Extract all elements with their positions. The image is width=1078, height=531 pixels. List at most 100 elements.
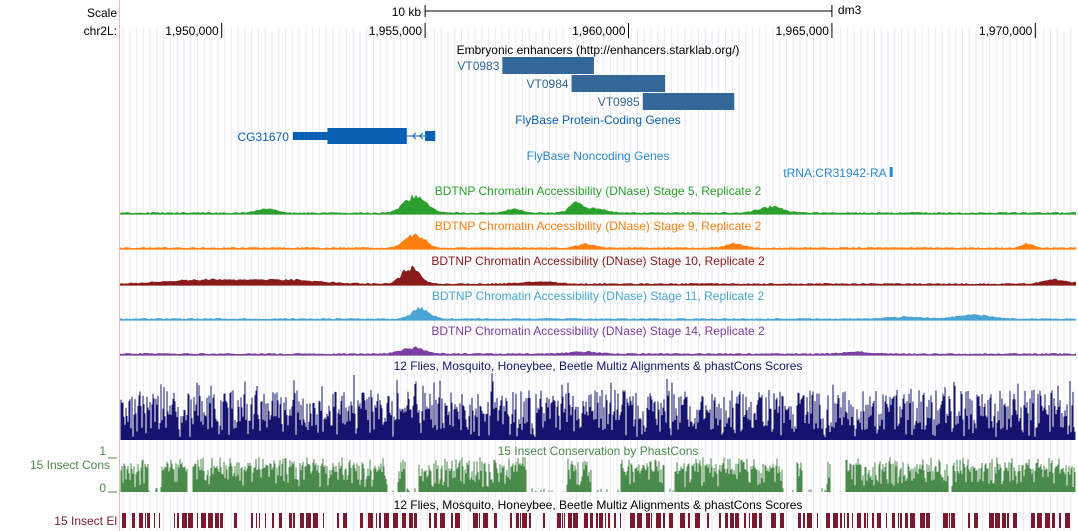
conserved-element xyxy=(719,513,721,528)
conserved-element xyxy=(132,513,135,528)
conserved-element xyxy=(735,513,739,528)
conserved-element xyxy=(695,513,700,528)
ruler-tick-label: 1,955,000 xyxy=(369,24,423,38)
conserved-element xyxy=(943,513,948,528)
noncoding-label[interactable]: tRNA:CR31942-RA xyxy=(783,166,886,180)
conserved-element xyxy=(892,513,895,528)
elements-side-label[interactable]: 15 Insect El xyxy=(54,514,117,528)
conserved-element xyxy=(479,513,480,528)
conserved-element xyxy=(343,513,347,528)
phastcons-side-label[interactable]: 15 Insect Cons xyxy=(30,458,110,472)
conserved-element xyxy=(409,513,413,528)
dnase-track-title[interactable]: BDTNP Chromatin Accessibility (DNase) St… xyxy=(435,184,762,198)
ruler-tick-label: 1,950,000 xyxy=(165,24,219,38)
phastcons-track-title[interactable]: 15 Insect Conservation by PhastCons xyxy=(498,444,699,458)
conserved-element xyxy=(951,513,955,528)
conserved-element xyxy=(1037,513,1042,528)
enhancer-label[interactable]: VT0985 xyxy=(598,95,640,109)
noncoding-feature[interactable] xyxy=(889,167,893,177)
conserved-element xyxy=(1002,513,1006,528)
conserved-element xyxy=(293,513,295,528)
conserved-element xyxy=(122,513,126,528)
elements-track-title[interactable]: 12 Flies, Mosquito, Honeybee, Beetle Mul… xyxy=(394,498,803,512)
protein-coding-genes-track[interactable]: CG31670 xyxy=(238,128,436,144)
conserved-element xyxy=(289,513,292,528)
ruler-tick-label: 1,970,000 xyxy=(979,24,1033,38)
enhancers-track-title[interactable]: Embryonic enhancers (http://enhancers.st… xyxy=(457,43,740,57)
conserved-element xyxy=(847,513,849,528)
dnase-signal xyxy=(120,194,1076,214)
conserved-element xyxy=(680,513,685,528)
conserved-element xyxy=(313,513,318,528)
conserved-element xyxy=(669,513,673,528)
enhancer-feature[interactable] xyxy=(502,57,594,74)
conserved-element xyxy=(451,513,453,528)
dnase-track[interactable]: BDTNP Chromatin Accessibility (DNase) St… xyxy=(120,254,1076,286)
conserved-element xyxy=(590,513,593,528)
enhancer-label[interactable]: VT0984 xyxy=(527,77,569,91)
scale-bar xyxy=(424,5,833,17)
conserved-element xyxy=(300,513,304,528)
dnase-track-title[interactable]: BDTNP Chromatin Accessibility (DNase) St… xyxy=(431,254,765,268)
dnase-track[interactable]: BDTNP Chromatin Accessibility (DNase) St… xyxy=(120,289,1076,321)
gene-coding-exon xyxy=(327,128,407,144)
enhancer-feature[interactable] xyxy=(642,93,735,110)
dnase-track[interactable]: BDTNP Chromatin Accessibility (DNase) St… xyxy=(120,184,1076,215)
conserved-element xyxy=(306,513,311,528)
noncoding-track-title[interactable]: FlyBase Noncoding Genes xyxy=(527,149,670,163)
phastcons-axis-min: 0 xyxy=(99,481,106,495)
gene-label[interactable]: CG31670 xyxy=(238,130,290,144)
ruler-tick-label: 1,960,000 xyxy=(572,24,626,38)
dnase-track-title[interactable]: BDTNP Chromatin Accessibility (DNase) St… xyxy=(431,324,765,338)
conserved-element xyxy=(220,513,223,528)
scale-label: Scale xyxy=(87,6,117,20)
conserved-element xyxy=(1059,513,1061,528)
conserved-elements-track[interactable] xyxy=(122,513,1070,528)
conserved-element xyxy=(840,513,842,528)
conserved-element xyxy=(564,513,565,528)
conserved-element xyxy=(910,513,915,528)
protein-coding-track-title[interactable]: FlyBase Protein-Coding Genes xyxy=(515,113,680,127)
dnase-track[interactable]: BDTNP Chromatin Accessibility (DNase) St… xyxy=(120,324,1076,356)
conserved-element xyxy=(900,513,902,528)
conserved-element xyxy=(744,513,746,528)
multiz-track-title[interactable]: 12 Flies, Mosquito, Honeybee, Beetle Mul… xyxy=(394,359,803,373)
ruler-tick-label: 1,965,000 xyxy=(776,24,830,38)
phastcons-wiggle[interactable] xyxy=(120,457,1076,492)
conserved-element xyxy=(393,513,398,528)
enhancer-label[interactable]: VT0983 xyxy=(457,59,499,73)
conserved-element xyxy=(688,513,690,528)
conserved-element xyxy=(725,513,728,528)
conserved-element xyxy=(272,513,274,528)
enhancers-track[interactable]: VT0983 VT0984 VT0985 xyxy=(457,57,735,110)
conserved-element xyxy=(920,513,925,528)
conserved-element xyxy=(730,513,734,528)
multiz-conservation-wiggle[interactable] xyxy=(120,373,1076,440)
dnase-tracks[interactable]: BDTNP Chromatin Accessibility (DNase) St… xyxy=(120,184,1076,356)
base-position-ruler[interactable]: 1,950,000 1,955,000 1,960,000 1,965,000 1,97… xyxy=(165,23,1036,38)
conserved-element xyxy=(562,513,563,528)
conserved-element xyxy=(201,513,206,528)
dnase-signal xyxy=(120,265,1076,285)
conserved-element xyxy=(780,513,784,528)
conserved-element xyxy=(159,513,160,528)
conserved-element xyxy=(886,513,887,528)
phastcons-bars xyxy=(120,457,1076,492)
scale-bar-label: 10 kb xyxy=(392,5,422,19)
enhancer-feature[interactable] xyxy=(571,75,666,92)
conserved-element xyxy=(139,513,143,528)
dnase-track-title[interactable]: BDTNP Chromatin Accessibility (DNase) St… xyxy=(435,219,762,233)
conserved-element xyxy=(455,513,460,528)
conserved-element xyxy=(259,513,260,528)
dnase-signal xyxy=(120,306,1076,320)
noncoding-genes-track[interactable]: tRNA:CR31942-RA xyxy=(783,166,893,180)
dnase-track[interactable]: BDTNP Chromatin Accessibility (DNase) St… xyxy=(120,219,1076,250)
conserved-element xyxy=(807,513,812,528)
chrom-label: chr2L: xyxy=(84,24,117,38)
dnase-track-title[interactable]: BDTNP Chromatin Accessibility (DNase) St… xyxy=(432,289,765,303)
conserved-element xyxy=(637,513,642,528)
dnase-signal xyxy=(120,233,1076,249)
conserved-element xyxy=(1052,513,1055,528)
conserved-element xyxy=(483,513,488,528)
